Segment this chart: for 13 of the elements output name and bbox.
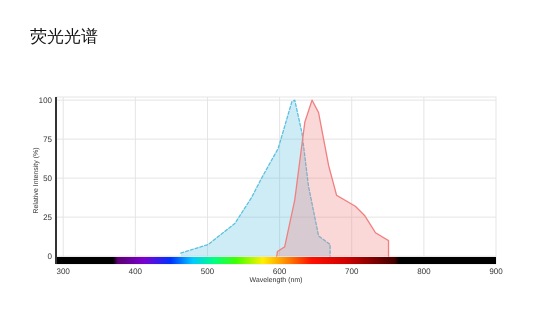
x-tick-label: 500 bbox=[200, 267, 215, 276]
y-tick-label: 25 bbox=[43, 213, 53, 222]
chart-title: 荧光光谱 bbox=[30, 27, 98, 46]
x-tick-label: 600 bbox=[272, 267, 287, 276]
x-tick-label: 400 bbox=[128, 267, 143, 276]
y-tick-label: 50 bbox=[43, 174, 53, 184]
x-tick-label: 300 bbox=[56, 267, 70, 276]
y-tick-label: 75 bbox=[43, 135, 53, 144]
y-tick-label: 0 bbox=[48, 252, 53, 262]
x-tick-label: 900 bbox=[489, 267, 504, 276]
x-tick-label: 800 bbox=[417, 267, 432, 276]
x-tick-label: 700 bbox=[345, 267, 359, 276]
y-tick-label: 100 bbox=[38, 96, 53, 106]
